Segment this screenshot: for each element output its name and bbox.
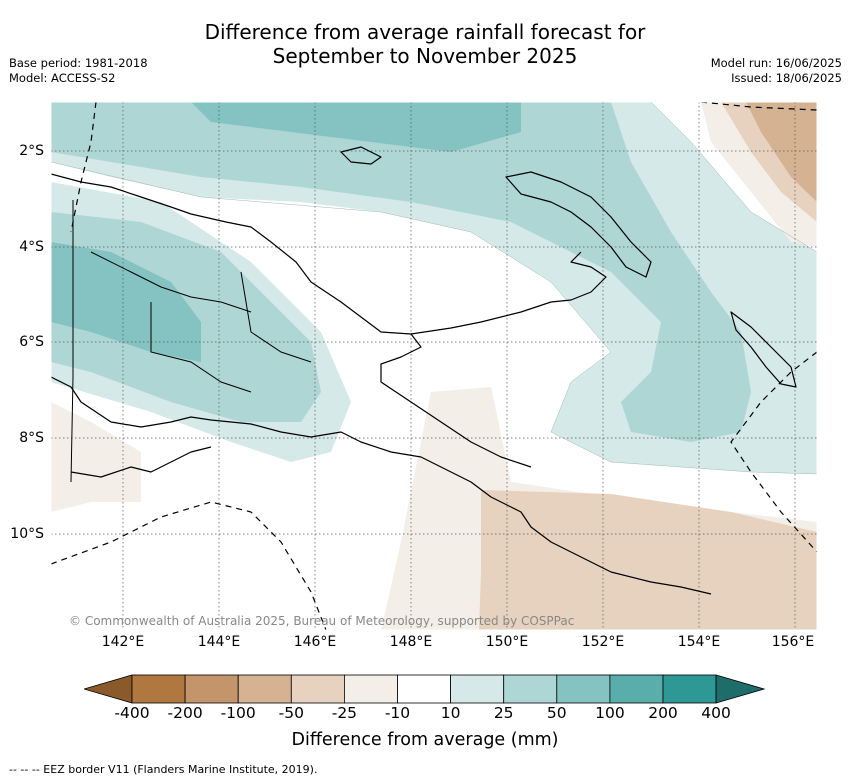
colorbar-segment <box>556 674 611 704</box>
eez-borders <box>50 101 818 631</box>
wet-band-50-100-west <box>51 242 201 362</box>
colorbar-segment <box>609 674 664 704</box>
colorbar-tick-label: -400 <box>114 704 150 722</box>
new-guinea-coast-north <box>50 173 607 335</box>
eez-border-se <box>730 351 818 553</box>
colorbar <box>82 674 768 704</box>
bougainville-coast <box>730 311 797 388</box>
papuan-peninsula <box>380 333 532 468</box>
lon-label-156e: 156°E <box>771 634 815 650</box>
colorbar-title: Difference from average (mm) <box>291 730 559 750</box>
title-line-2: September to November 2025 <box>272 44 578 68</box>
colorbar-tick-label: 10 <box>440 704 461 722</box>
colorbar-tick-label: 25 <box>493 704 514 722</box>
graticule <box>51 102 817 630</box>
dry-band-ne-50 <box>746 102 817 202</box>
map-title: Difference from average rainfall forecas… <box>0 20 850 68</box>
lon-label-152e: 152°E <box>581 634 625 650</box>
province-border-1 <box>90 251 252 313</box>
title-line-1: Difference from average rainfall forecas… <box>204 20 646 44</box>
meta-right: Model run: 16/06/2025 Issued: 18/06/2025 <box>711 56 842 86</box>
colorbar-segment <box>184 674 239 704</box>
colorbar-segment <box>503 674 558 704</box>
lon-label-150e: 150°E <box>485 634 529 650</box>
lon-label-142e: 142°E <box>101 634 145 650</box>
new-guinea-coast-south <box>50 376 612 573</box>
colorbar-tick-label: 400 <box>701 704 731 722</box>
base-period: Base period: 1981-2018 <box>9 56 148 70</box>
province-borders <box>70 200 312 483</box>
copyright-notice: © Commonwealth of Australia 2025, Bureau… <box>69 614 575 628</box>
colorbar-extend-low <box>82 674 133 704</box>
cape-york-coast <box>70 446 212 478</box>
colorbar-extend-high <box>715 674 766 704</box>
rainfall-map <box>50 101 818 631</box>
colorbar-svg <box>82 674 766 704</box>
colorbar-segment <box>290 674 345 704</box>
lon-label-144e: 144°E <box>197 634 241 650</box>
png-indonesia-border <box>70 200 74 483</box>
eez-border-west <box>70 101 97 233</box>
lon-label-148e: 148°E <box>389 634 433 650</box>
dry-band-10-25-sw <box>51 402 141 512</box>
colorbar-tick-label: 50 <box>546 704 567 722</box>
colorbar-tick-label: -50 <box>278 704 304 722</box>
map-panel <box>50 101 818 631</box>
contour-lines <box>50 101 818 475</box>
wet-band-25-50 <box>51 102 751 442</box>
colorbar-tick-label: -100 <box>220 704 256 722</box>
eez-border-sw <box>50 501 327 631</box>
model-name: Model: ACCESS-S2 <box>9 71 116 85</box>
colorbar-tick-label: -10 <box>384 704 411 722</box>
province-border-3 <box>240 271 312 363</box>
lat-label-2s: 2°S <box>19 143 44 159</box>
louisiade-islands <box>610 571 712 595</box>
colorbar-tick-label: 100 <box>595 704 625 722</box>
wet-band-50-100 <box>191 102 521 152</box>
colorbar-tick-label: 200 <box>648 704 678 722</box>
lat-label-10s: 10°S <box>10 526 44 542</box>
coastlines <box>50 146 797 595</box>
colorbar-tick-label: -25 <box>331 704 358 722</box>
issued-date: Issued: 18/06/2025 <box>731 71 842 85</box>
province-border-2 <box>150 302 252 393</box>
lon-label-146e: 146°E <box>293 634 337 650</box>
lat-label-4s: 4°S <box>19 239 44 255</box>
new-britain-coast <box>505 171 652 278</box>
colorbar-segment <box>662 674 717 704</box>
eez-border-ne <box>700 101 818 111</box>
colorbar-segment <box>343 674 398 704</box>
meta-left: Base period: 1981-2018 Model: ACCESS-S2 <box>9 56 148 86</box>
new-ireland-coast <box>340 146 382 165</box>
colorbar-tick-label: -200 <box>167 704 203 722</box>
colorbar-segment <box>131 674 186 704</box>
eez-legend-note: -- -- -- EEZ border V11 (Flanders Marine… <box>9 763 318 776</box>
lat-label-8s: 8°S <box>19 430 44 446</box>
colorbar-segment <box>450 674 505 704</box>
colorbar-segment <box>237 674 292 704</box>
colorbar-segment <box>397 674 451 704</box>
dry-band-25-50-south <box>479 490 817 630</box>
lon-label-154e: 154°E <box>677 634 721 650</box>
model-run: Model run: 16/06/2025 <box>710 56 842 70</box>
lat-label-6s: 6°S <box>19 334 44 350</box>
